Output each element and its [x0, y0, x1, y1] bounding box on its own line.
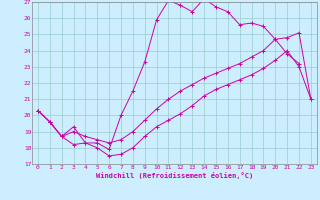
- X-axis label: Windchill (Refroidissement éolien,°C): Windchill (Refroidissement éolien,°C): [96, 172, 253, 179]
